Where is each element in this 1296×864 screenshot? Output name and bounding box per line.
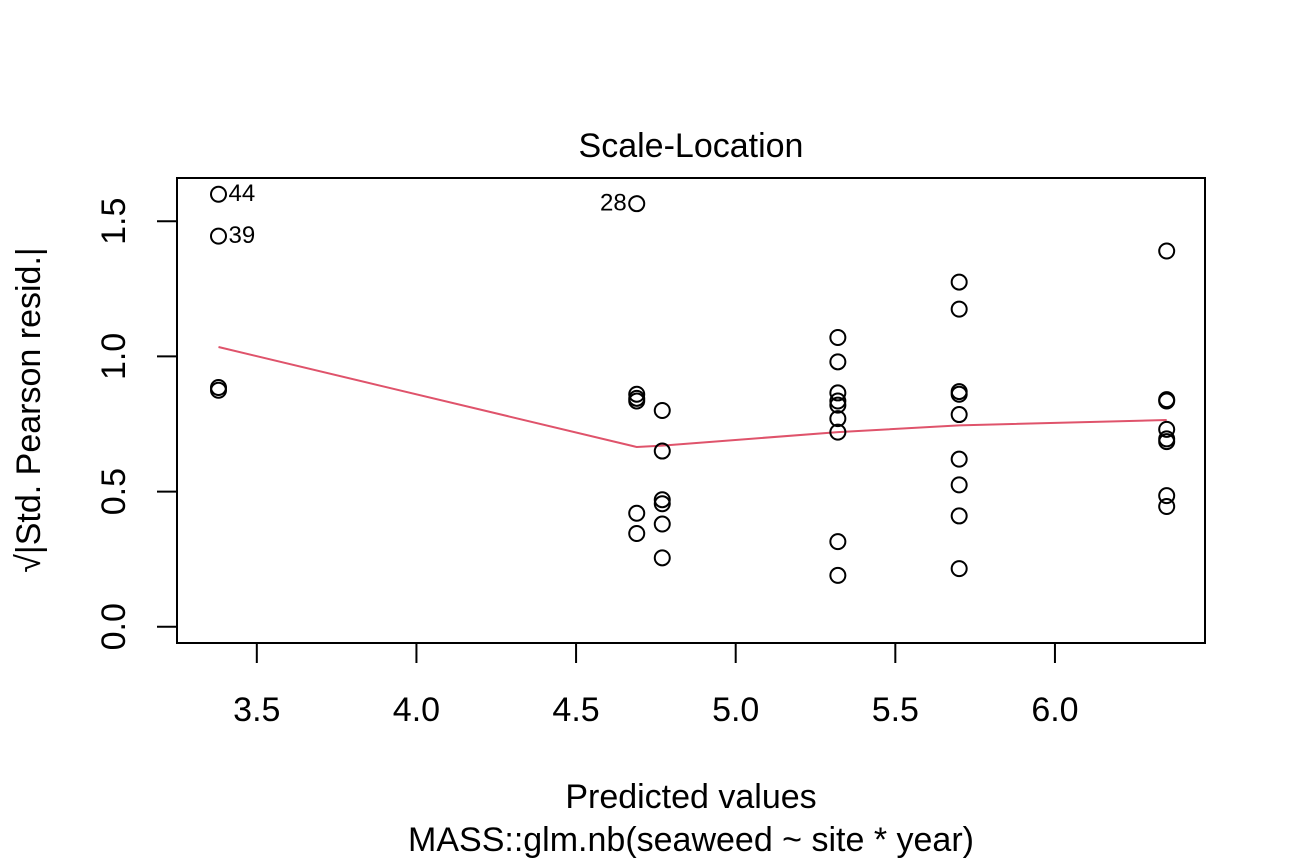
data-point bbox=[829, 392, 847, 410]
data-point bbox=[653, 442, 671, 460]
smooth-line-layer bbox=[218, 346, 1167, 449]
data-point bbox=[829, 384, 847, 402]
data-point bbox=[1158, 497, 1176, 515]
data-point bbox=[1158, 420, 1176, 438]
y-axis: 0.0 0.5 1.0 1.5 bbox=[95, 198, 178, 650]
point-label: 39 bbox=[229, 222, 256, 249]
chart-subtitle: MASS::glm.nb(seaweed ~ site * year) bbox=[408, 821, 974, 859]
x-tick-label: 3.5 bbox=[233, 691, 280, 729]
data-point bbox=[628, 525, 646, 543]
data-point bbox=[829, 396, 847, 414]
x-tick-label: 5.0 bbox=[712, 691, 759, 729]
data-point bbox=[829, 423, 847, 441]
data-point bbox=[628, 385, 646, 403]
data-point bbox=[829, 410, 847, 428]
data-point bbox=[829, 533, 847, 551]
data-point bbox=[210, 381, 228, 399]
points-layer bbox=[210, 185, 1176, 584]
data-point bbox=[950, 406, 968, 424]
data-point bbox=[950, 560, 968, 578]
y-axis-label: √|Std. Pearson resid.| bbox=[10, 247, 48, 572]
data-point bbox=[950, 450, 968, 468]
data-point bbox=[628, 195, 646, 213]
data-point bbox=[1158, 242, 1176, 260]
data-point bbox=[653, 402, 671, 419]
x-tick-label: 5.5 bbox=[872, 691, 919, 729]
x-axis: 3.5 4.0 4.5 5.0 5.5 6.0 bbox=[233, 642, 1079, 729]
plot-frame bbox=[176, 177, 1206, 644]
y-tick-label: 1.0 bbox=[95, 333, 133, 380]
y-tick-label: 0.5 bbox=[95, 468, 133, 515]
data-point bbox=[210, 185, 228, 203]
point-label: 44 bbox=[229, 180, 256, 207]
data-point bbox=[829, 566, 847, 584]
x-tick-label: 6.0 bbox=[1031, 691, 1078, 729]
data-point bbox=[829, 353, 847, 371]
data-point bbox=[1158, 433, 1176, 451]
smooth-trend-line bbox=[218, 346, 1167, 449]
data-point bbox=[1158, 392, 1176, 410]
data-point bbox=[653, 549, 671, 567]
data-point bbox=[950, 507, 968, 525]
data-point bbox=[628, 392, 646, 410]
data-point bbox=[653, 495, 671, 513]
x-axis-label: Predicted values bbox=[565, 778, 816, 816]
data-point bbox=[653, 491, 671, 509]
data-point bbox=[829, 329, 847, 347]
x-tick-label: 4.5 bbox=[552, 691, 599, 729]
data-point bbox=[950, 476, 968, 494]
data-point bbox=[950, 300, 968, 318]
data-point bbox=[628, 504, 646, 522]
point-labels-layer: 44 39 28 bbox=[229, 180, 627, 249]
y-tick-label: 0.0 bbox=[95, 603, 133, 650]
x-tick-label: 4.0 bbox=[393, 691, 440, 729]
data-point bbox=[950, 273, 968, 291]
y-tick-label: 1.5 bbox=[95, 198, 133, 245]
data-point bbox=[653, 515, 671, 533]
chart-title: Scale-Location bbox=[579, 127, 804, 165]
data-point bbox=[1158, 487, 1176, 505]
data-point bbox=[950, 385, 968, 403]
point-label: 28 bbox=[600, 190, 627, 217]
data-point bbox=[210, 227, 228, 245]
